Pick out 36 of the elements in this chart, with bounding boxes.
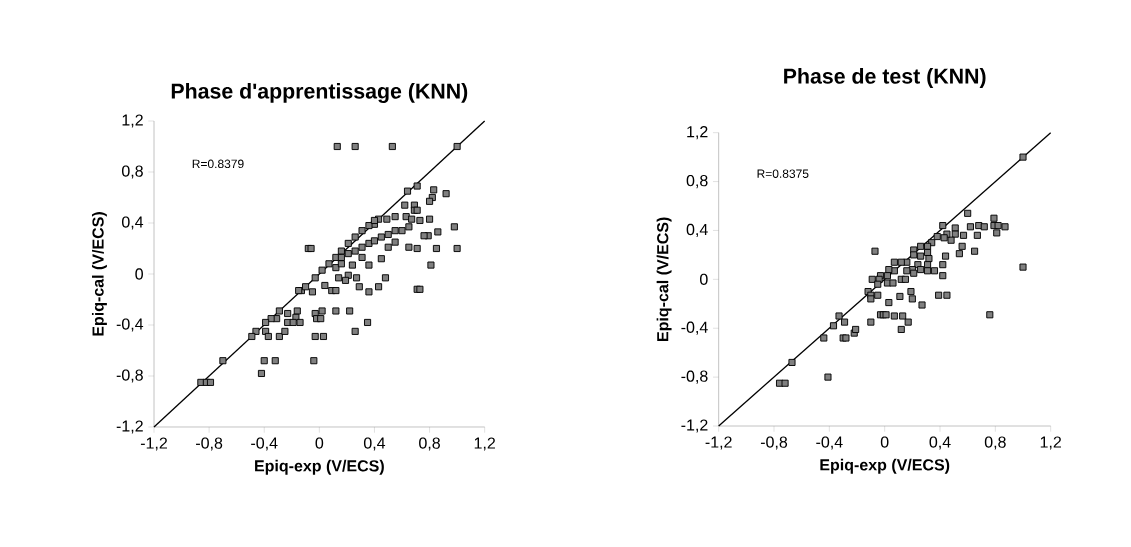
x-tick-label: 1,2	[1040, 436, 1061, 450]
y-tick-label: -1,2	[116, 420, 143, 434]
y-tick-label: -0,8	[116, 369, 143, 383]
x-tick-label: -0,4	[251, 437, 278, 451]
x-tick-label: 0	[880, 436, 889, 448]
x-tick-label: -0,8	[196, 437, 223, 451]
y-axis-title: Epiq-cal (V/ECS)	[656, 217, 672, 341]
y-tick-label: -1,2	[681, 419, 708, 433]
y-tick-label: 1,2	[687, 126, 708, 140]
chart-title: Phase de test (KNN)	[784, 68, 986, 88]
x-tick-label: 0,8	[419, 437, 440, 451]
x-tick-label: 0,8	[984, 436, 1006, 450]
x-tick-label: 0,4	[929, 436, 951, 450]
y-tick-label: 0	[135, 268, 143, 280]
x-tick-label: -1,2	[140, 437, 167, 451]
x-tick-label: 0	[315, 437, 324, 449]
x-tick-label: -0,8	[760, 436, 788, 450]
y-tick-label: -0,8	[681, 370, 708, 384]
y-tick-label: -0,4	[681, 321, 708, 335]
y-tick-label: 0	[700, 273, 708, 285]
x-axis-title: Epiq-exp (V/ECS)	[820, 458, 950, 474]
x-tick-label: 0,4	[363, 437, 386, 451]
x-tick-label: -0,4	[816, 436, 843, 450]
y-tick-label: 0,4	[121, 216, 144, 230]
y-tick-label: 1,2	[122, 114, 143, 128]
y-tick-label: 0,8	[121, 165, 143, 179]
x-axis-title: Epiq-exp (V/ECS)	[255, 459, 384, 475]
annotation: R=0.8379	[192, 159, 244, 169]
annotation: R=0.8375	[757, 169, 809, 178]
x-tick-label: -1,2	[705, 436, 732, 450]
y-tick-label: 0,4	[686, 223, 708, 238]
y-tick-label: 0,8	[686, 174, 708, 189]
x-tick-label: 1,2	[474, 437, 495, 451]
y-tick-label: -0,4	[116, 318, 144, 332]
y-axis-title: Epiq-cal (V/ECS)	[91, 212, 107, 336]
chart-title: Phase d'apprentissage (KNN)	[171, 82, 468, 103]
